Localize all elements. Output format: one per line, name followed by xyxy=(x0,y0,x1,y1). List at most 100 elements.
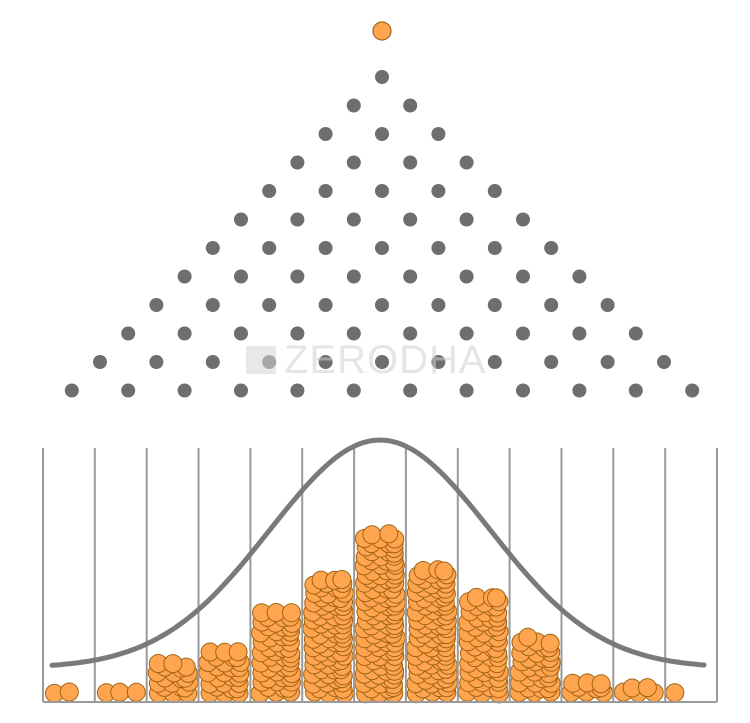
peg xyxy=(600,298,615,312)
peg xyxy=(234,383,248,398)
peg xyxy=(177,383,192,398)
peg xyxy=(516,212,530,227)
ball xyxy=(665,683,685,703)
peg xyxy=(431,241,446,255)
peg xyxy=(149,355,164,369)
peg xyxy=(177,269,192,284)
peg xyxy=(290,326,305,341)
peg xyxy=(459,155,474,170)
ball xyxy=(591,674,611,694)
peg xyxy=(487,355,502,369)
ball xyxy=(163,654,183,674)
peg xyxy=(487,184,502,198)
peg xyxy=(628,326,643,341)
peg xyxy=(375,355,389,369)
peg xyxy=(346,383,361,398)
peg xyxy=(459,383,474,398)
peg xyxy=(572,269,587,284)
peg xyxy=(487,241,502,255)
peg xyxy=(290,383,305,398)
peg xyxy=(431,298,446,312)
peg xyxy=(544,241,559,255)
peg xyxy=(600,355,615,369)
peg xyxy=(375,241,389,255)
ball xyxy=(59,682,79,702)
peg xyxy=(234,212,248,227)
peg xyxy=(403,212,418,227)
peg xyxy=(516,269,530,284)
ball xyxy=(379,524,399,544)
peg xyxy=(149,298,164,312)
peg xyxy=(64,383,79,398)
peg xyxy=(375,298,389,312)
peg xyxy=(318,298,333,312)
peg xyxy=(234,269,248,284)
ball xyxy=(332,570,352,589)
peg xyxy=(346,269,361,284)
peg xyxy=(403,155,418,170)
peg xyxy=(121,383,136,398)
peg xyxy=(403,326,418,341)
peg xyxy=(628,383,643,398)
peg xyxy=(262,184,277,198)
peg xyxy=(459,269,474,284)
ball xyxy=(228,642,248,662)
peg xyxy=(572,326,587,341)
ball xyxy=(518,627,538,647)
peg xyxy=(544,298,559,312)
peg xyxy=(346,98,361,113)
ball xyxy=(540,633,560,653)
peg xyxy=(290,269,305,284)
peg xyxy=(403,98,418,113)
falling-ball xyxy=(372,21,392,41)
peg xyxy=(262,241,277,255)
peg xyxy=(685,383,700,398)
peg xyxy=(346,212,361,227)
peg xyxy=(516,326,530,341)
peg xyxy=(487,298,502,312)
peg xyxy=(205,298,220,312)
peg xyxy=(375,127,389,141)
peg xyxy=(205,241,220,255)
peg xyxy=(318,127,333,141)
peg-grid xyxy=(64,70,700,398)
peg xyxy=(234,326,248,341)
ball xyxy=(282,603,301,623)
ball xyxy=(110,682,130,702)
peg xyxy=(318,355,333,369)
peg xyxy=(431,127,446,141)
ball-pile xyxy=(45,524,685,704)
peg xyxy=(403,383,418,398)
ball xyxy=(434,561,454,581)
peg xyxy=(375,70,389,84)
ball xyxy=(126,682,146,702)
peg xyxy=(375,184,389,198)
peg xyxy=(346,326,361,341)
zerodha-logo-icon xyxy=(246,346,276,374)
peg xyxy=(459,326,474,341)
peg xyxy=(403,269,418,284)
peg xyxy=(262,298,277,312)
ball xyxy=(637,678,657,698)
peg xyxy=(459,212,474,227)
ball xyxy=(467,587,486,607)
peg xyxy=(318,241,333,255)
ball xyxy=(487,588,506,608)
peg xyxy=(572,383,587,398)
peg xyxy=(290,155,305,170)
peg xyxy=(290,212,305,227)
peg xyxy=(318,184,333,198)
peg xyxy=(93,355,107,369)
bell-curve xyxy=(49,437,707,668)
peg xyxy=(346,155,361,170)
peg xyxy=(431,355,446,369)
watermark-text: ZERODHA xyxy=(284,338,487,382)
peg xyxy=(177,326,192,341)
peg xyxy=(516,383,530,398)
ball xyxy=(362,525,382,545)
peg xyxy=(205,355,220,369)
peg xyxy=(121,326,136,341)
peg xyxy=(544,355,559,369)
peg xyxy=(657,355,671,369)
